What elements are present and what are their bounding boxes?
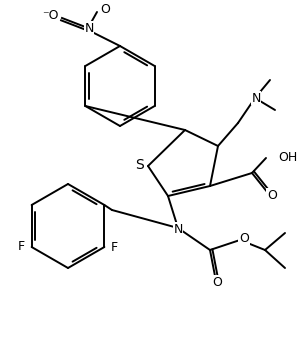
- Text: O: O: [212, 276, 222, 289]
- Text: N: N: [84, 21, 94, 34]
- Text: N: N: [173, 223, 183, 236]
- Text: S: S: [136, 158, 144, 172]
- Text: N: N: [251, 92, 261, 105]
- Text: O: O: [239, 232, 249, 245]
- Text: O: O: [100, 3, 110, 15]
- Text: F: F: [111, 241, 118, 253]
- Text: O: O: [267, 189, 277, 202]
- Text: F: F: [18, 241, 25, 253]
- Text: OH: OH: [278, 150, 297, 164]
- Text: ⁻O: ⁻O: [42, 9, 58, 21]
